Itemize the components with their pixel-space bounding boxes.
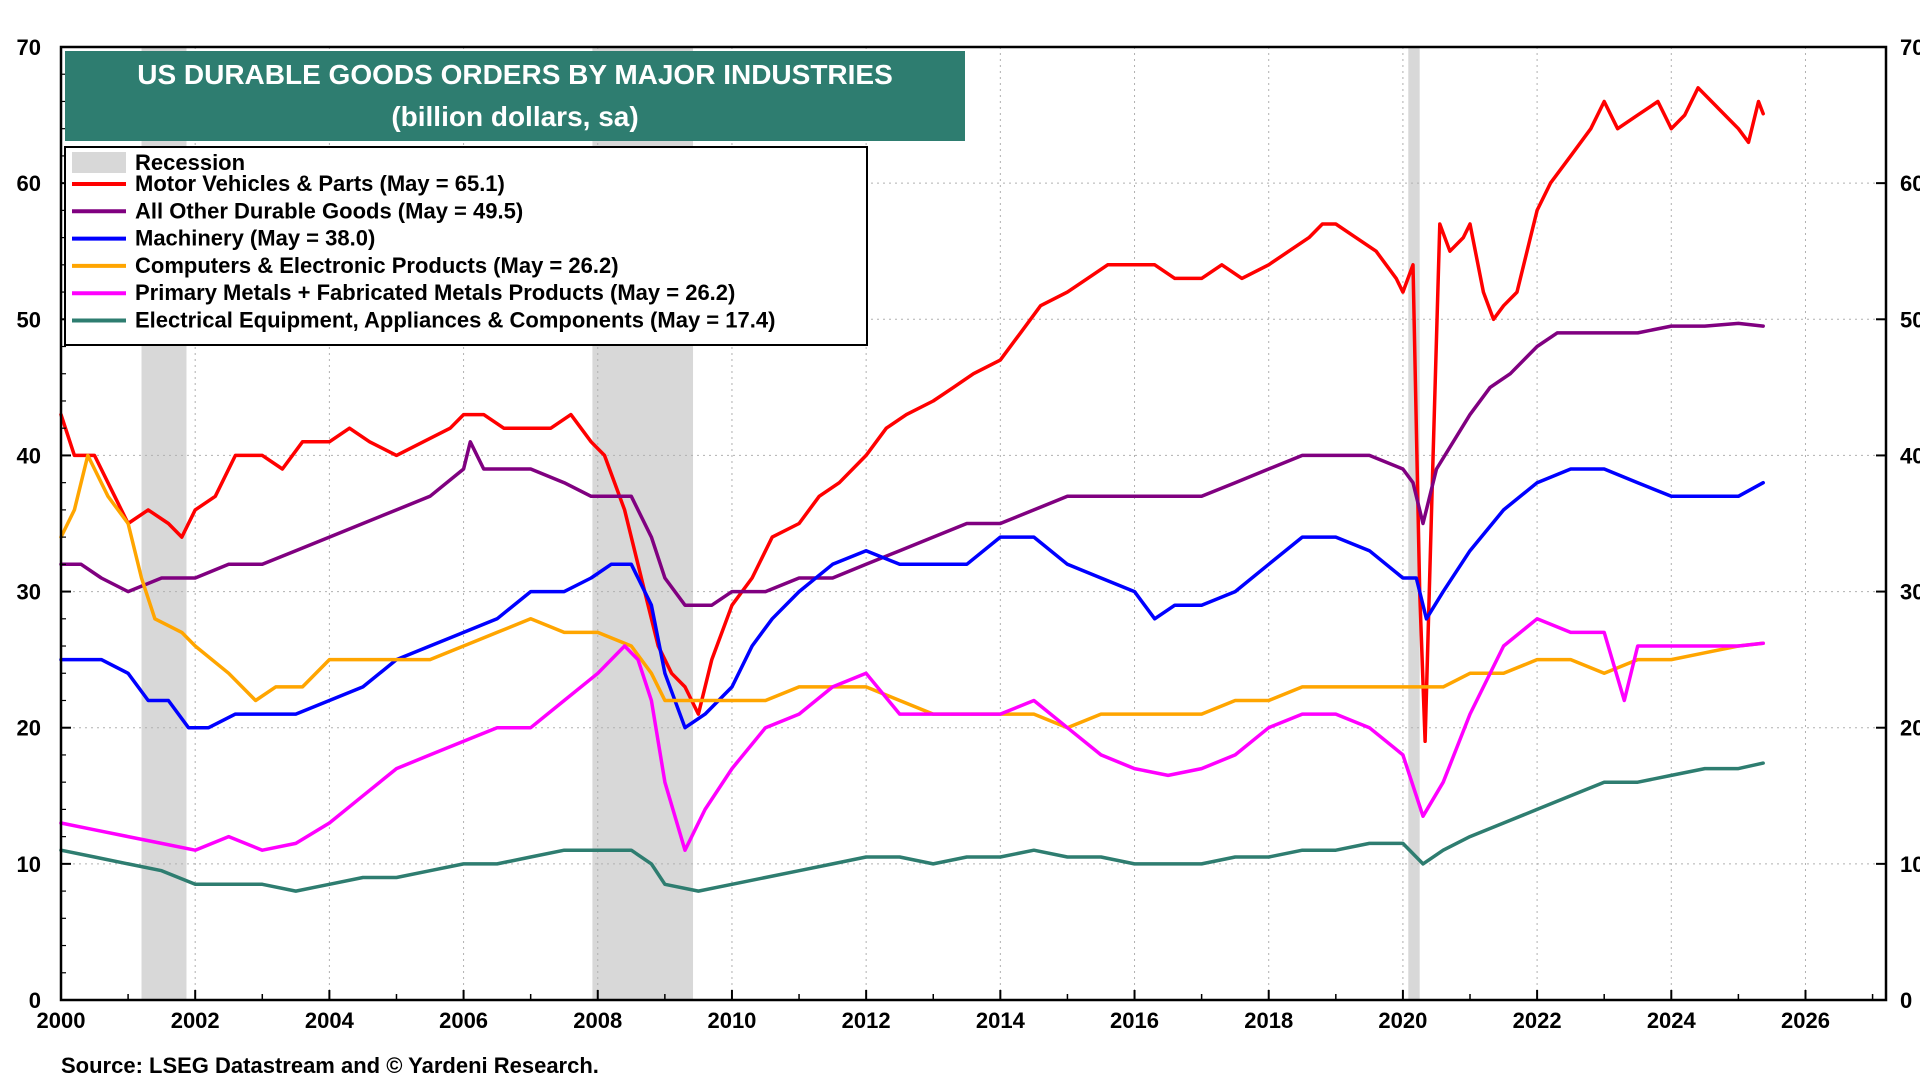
legend-label-3: Machinery (May = 38.0) bbox=[135, 226, 375, 251]
x-tick-label: 2006 bbox=[439, 1008, 488, 1033]
x-tick-label: 2012 bbox=[842, 1008, 891, 1033]
legend-swatch-recession bbox=[72, 152, 126, 173]
legend-label-4: Computers & Electronic Products (May = 2… bbox=[135, 253, 619, 278]
legend-label-6: Electrical Equipment, Appliances & Compo… bbox=[135, 308, 775, 333]
y-tick-label-right: 70 bbox=[1900, 35, 1920, 60]
legend-label-1: Motor Vehicles & Parts (May = 65.1) bbox=[135, 171, 505, 196]
plot-frame bbox=[59, 45, 1888, 1002]
y-tick-label-right: 10 bbox=[1900, 852, 1920, 877]
series-line-1 bbox=[59, 86, 1765, 744]
y-tick-label-right: 0 bbox=[1900, 988, 1912, 1013]
source-note: Source: LSEG Datastream and © Yardeni Re… bbox=[61, 1053, 599, 1078]
y-tick-label-left: 0 bbox=[29, 988, 41, 1013]
y-tick-label-left: 60 bbox=[17, 171, 41, 196]
x-tick-label: 2004 bbox=[305, 1008, 355, 1033]
y-tick-label-right: 20 bbox=[1900, 716, 1920, 741]
y-tick-label-left: 40 bbox=[17, 443, 41, 468]
legend-label-2: All Other Durable Goods (May = 49.5) bbox=[135, 198, 523, 223]
legend-label-recession: Recession bbox=[135, 150, 245, 175]
x-tick-label: 2020 bbox=[1378, 1008, 1427, 1033]
series-line-5 bbox=[59, 617, 1765, 852]
legend: Recession Motor Vehicles & Parts (May = … bbox=[64, 146, 868, 346]
legend-label-5: Primary Metals + Fabricated Metals Produ… bbox=[135, 280, 735, 305]
x-tick-label: 2010 bbox=[707, 1008, 756, 1033]
x-tick-label: 2002 bbox=[171, 1008, 220, 1033]
x-tick-label: 2014 bbox=[976, 1008, 1026, 1033]
series-line-6 bbox=[59, 761, 1765, 893]
y-tick-label-left: 70 bbox=[17, 35, 41, 60]
y-tick-label-right: 30 bbox=[1900, 580, 1920, 605]
x-tick-label: 2008 bbox=[573, 1008, 622, 1033]
x-tick-label: 2016 bbox=[1110, 1008, 1159, 1033]
recession-band-3 bbox=[1408, 47, 1420, 1000]
series-layer bbox=[59, 86, 1765, 893]
tick-layer: 2000 2002 2004 2006 2008 2010 2012 2014 2016 2018… bbox=[17, 35, 1920, 1033]
y-tick-label-left: 10 bbox=[17, 852, 41, 877]
y-tick-label-right: 50 bbox=[1900, 307, 1920, 332]
title-box: US DURABLE GOODS ORDERS BY MAJOR INDUSTR… bbox=[65, 51, 965, 141]
x-tick-label: 2022 bbox=[1513, 1008, 1562, 1033]
series-line-3 bbox=[59, 467, 1765, 730]
y-tick-label-left: 30 bbox=[17, 580, 41, 605]
x-tick-label: 2018 bbox=[1244, 1008, 1293, 1033]
x-tick-label: 2024 bbox=[1647, 1008, 1697, 1033]
y-tick-label-left: 20 bbox=[17, 716, 41, 741]
x-tick-label: 2000 bbox=[37, 1008, 86, 1033]
y-tick-label-right: 60 bbox=[1900, 171, 1920, 196]
y-tick-label-left: 50 bbox=[17, 307, 41, 332]
y-tick-label-right: 40 bbox=[1900, 443, 1920, 468]
chart-subtitle: (billion dollars, sa) bbox=[391, 101, 638, 132]
grid-layer bbox=[60, 47, 1886, 1000]
x-tick-label: 2026 bbox=[1781, 1008, 1830, 1033]
chart-title: US DURABLE GOODS ORDERS BY MAJOR INDUSTR… bbox=[137, 59, 893, 90]
